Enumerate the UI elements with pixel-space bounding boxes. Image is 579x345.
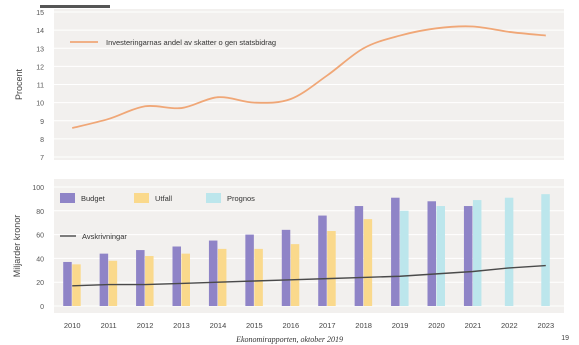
- series-line-investeringar: [71, 25, 546, 129]
- bar-prognos-2022: [504, 197, 514, 306]
- y-tick-label: 11: [37, 83, 44, 90]
- bar-prognos-2019: [400, 210, 409, 306]
- bar-budget-2019: [391, 197, 400, 306]
- x-tick-label: 2021: [465, 321, 482, 330]
- bar-budget-2010: [63, 261, 72, 306]
- bar-prognos-2023: [541, 194, 550, 306]
- x-tick-label: 2014: [210, 321, 227, 330]
- legend-label-prognos: Prognos: [227, 194, 255, 203]
- bar-prognos-2020: [436, 206, 445, 306]
- x-tick-label: 2018: [355, 321, 372, 330]
- x-tick-label: 2010: [64, 321, 81, 330]
- y-tick-label: 9: [40, 119, 44, 126]
- legend-label-budget: Budget: [81, 194, 106, 203]
- y-tick-label: 20: [36, 280, 44, 287]
- bar-budget-2018: [354, 206, 364, 306]
- y-tick-label: 13: [36, 46, 44, 53]
- plot-background: [54, 179, 564, 313]
- x-tick-label: 2012: [137, 321, 154, 330]
- y-tick-label: 15: [36, 10, 44, 17]
- bottom-bar-chart: 0 20 40 60 80 100 Miljarder kronor 2010 2011 2012…: [12, 179, 564, 330]
- bar-budget-2017: [318, 215, 327, 306]
- footer-source: Ekonomirapporten, oktober 2019: [236, 335, 343, 344]
- x-tick-label: 2019: [392, 321, 409, 330]
- y-tick-label: 14: [36, 28, 44, 35]
- x-tick-label: 2023: [537, 321, 554, 330]
- bar-utfall-2011: [108, 260, 118, 306]
- y-tick-label: 40: [36, 256, 44, 263]
- y-tick-label: 12: [36, 64, 44, 71]
- top-line-chart: 7 8 9 10 11 12 13 14 15 Procent Investeringarnas a…: [14, 9, 564, 162]
- page-number: 19: [561, 335, 569, 342]
- bar-budget-2021: [463, 206, 473, 306]
- bar-prognos-2021: [472, 200, 482, 306]
- legend-label-avskrivningar: Avskrivningar: [82, 232, 127, 241]
- bar-utfall-2015: [254, 248, 263, 306]
- legend-label-investeringar: Investeringarnas andel av skatter o gen …: [106, 38, 276, 47]
- bar-budget-2011: [99, 253, 109, 306]
- legend-label-utfall: Utfall: [155, 194, 172, 203]
- x-tick-label: 2013: [173, 321, 190, 330]
- y-axis-label: Procent: [14, 68, 24, 100]
- x-tick-label: 2016: [282, 321, 299, 330]
- legend-swatch-budget: [60, 193, 75, 203]
- legend-swatch-utfall: [134, 193, 149, 203]
- y-tick-label: 100: [32, 185, 44, 192]
- bar-utfall-2012: [145, 256, 154, 306]
- y-tick-label: 10: [36, 101, 44, 108]
- y-tick-label: 7: [40, 155, 44, 162]
- bar-budget-2020: [427, 201, 436, 306]
- x-tick-label: 2020: [428, 321, 445, 330]
- y-tick-label: 0: [40, 304, 44, 311]
- x-tick-label: 2015: [246, 321, 263, 330]
- bar-budget-2012: [136, 250, 145, 306]
- series-line-avskrivningar: [72, 264, 546, 287]
- bar-utfall-2018: [363, 219, 373, 306]
- cropped-heading-stub: [0, 0, 579, 8]
- y-tick-label: 8: [40, 137, 44, 144]
- y-axis-label: Miljarder kronor: [12, 215, 22, 278]
- y-tick-label: 60: [36, 233, 44, 240]
- x-tick-label: 2017: [319, 321, 336, 330]
- bar-utfall-2013: [181, 253, 190, 306]
- bar-utfall-2014: [217, 248, 227, 306]
- bar-utfall-2017: [327, 231, 336, 306]
- bar-budget-2016: [281, 229, 291, 306]
- legend-swatch-prognos: [206, 193, 221, 203]
- bar-budget-2014: [208, 240, 218, 306]
- x-tick-label: 2011: [101, 321, 117, 330]
- bar-budget-2013: [172, 246, 181, 306]
- x-tick-label: 2022: [501, 321, 518, 330]
- bar-utfall-2016: [290, 244, 300, 306]
- bar-budget-2015: [245, 234, 254, 306]
- y-tick-label: 80: [36, 209, 44, 216]
